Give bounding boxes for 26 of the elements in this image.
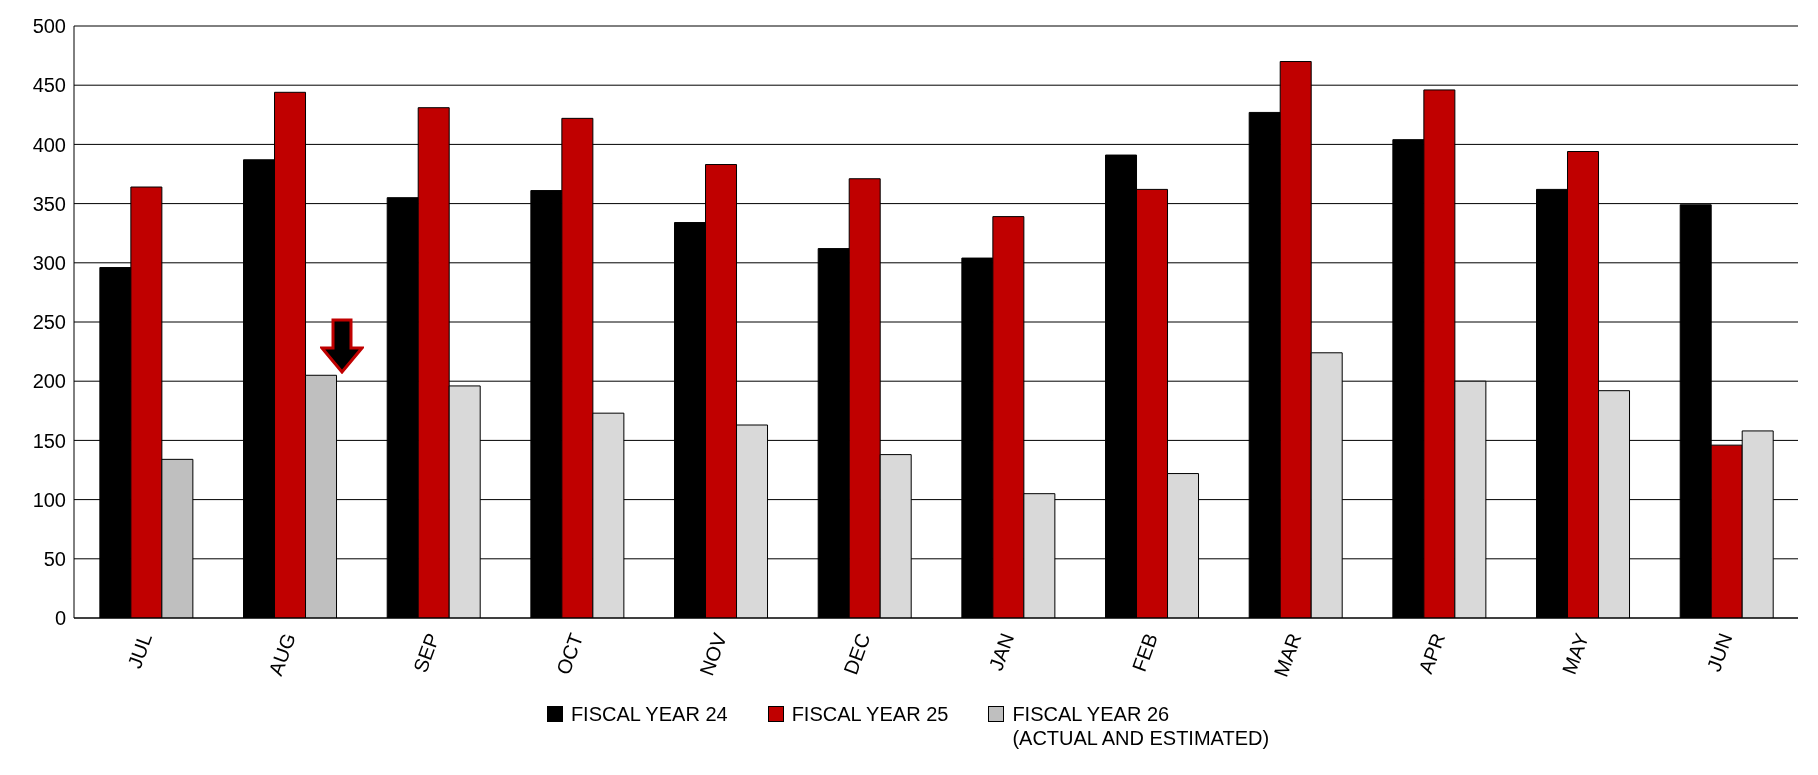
- y-tick-label: 250: [32, 311, 66, 334]
- x-tick-label: OCT: [552, 630, 588, 678]
- legend-label: FISCAL YEAR 26 (ACTUAL AND ESTIMATED): [1012, 702, 1270, 750]
- legend-label: FISCAL YEAR 25: [791, 702, 949, 726]
- y-tick-label: 350: [32, 192, 66, 215]
- y-tick-label: 150: [32, 429, 66, 452]
- x-tick-label: APR: [1414, 630, 1450, 677]
- x-tick-label: DEC: [839, 630, 875, 678]
- x-tick-label: JAN: [984, 630, 1019, 674]
- y-tick-label: 500: [32, 15, 66, 38]
- legend-label: FISCAL YEAR 24: [570, 702, 728, 726]
- x-tick-label: JUL: [123, 630, 157, 672]
- y-tick-label: 300: [32, 251, 66, 274]
- x-tick-label: NOV: [695, 629, 732, 679]
- x-tick-label: AUG: [264, 630, 300, 679]
- y-tick-label: 100: [32, 488, 66, 511]
- x-tick-label: FEB: [1127, 630, 1162, 675]
- y-tick-label: 400: [32, 133, 66, 156]
- x-tick-label: SEP: [409, 630, 444, 676]
- y-tick-label: 450: [32, 74, 66, 97]
- x-tick-label: MAR: [1269, 630, 1306, 680]
- y-tick-label: 50: [43, 547, 66, 570]
- x-tick-label: MAY: [1557, 630, 1593, 678]
- x-tick-label: JUN: [1702, 630, 1737, 675]
- y-tick-label: 0: [54, 607, 66, 630]
- y-tick-label: 200: [32, 370, 66, 393]
